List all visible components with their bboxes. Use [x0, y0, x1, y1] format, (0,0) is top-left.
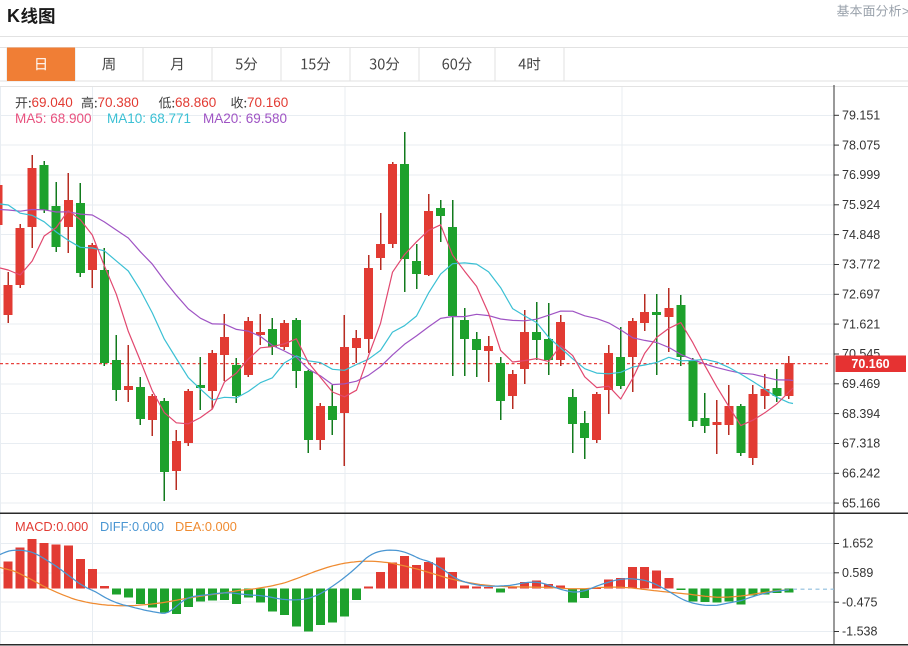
- svg-text:-0.475: -0.475: [842, 595, 877, 609]
- svg-text:67.318: 67.318: [842, 437, 880, 451]
- svg-text:MA10: 68.771: MA10: 68.771: [107, 111, 191, 126]
- svg-text:69.469: 69.469: [842, 377, 880, 391]
- svg-text:0.589: 0.589: [842, 566, 873, 580]
- svg-text:K: K: [7, 6, 20, 26]
- svg-text:69.040: 69.040: [32, 95, 73, 110]
- svg-text:-1.538: -1.538: [842, 625, 877, 639]
- svg-text:72.697: 72.697: [842, 288, 880, 302]
- svg-text:>: >: [902, 5, 908, 19]
- svg-text:70.160: 70.160: [247, 95, 288, 110]
- svg-text:76.999: 76.999: [842, 168, 880, 182]
- svg-text:75.924: 75.924: [842, 198, 880, 212]
- svg-text:79.151: 79.151: [842, 109, 880, 123]
- svg-text:68.394: 68.394: [842, 407, 880, 421]
- svg-text:70.160: 70.160: [851, 357, 889, 371]
- svg-text:MA5: 68.900: MA5: 68.900: [15, 111, 92, 126]
- svg-text:MACD:0.000: MACD:0.000: [15, 519, 88, 534]
- svg-text:74.848: 74.848: [842, 228, 880, 242]
- svg-text:73.772: 73.772: [842, 258, 880, 272]
- svg-text:MA20: 69.580: MA20: 69.580: [203, 111, 287, 126]
- svg-text:DEA:0.000: DEA:0.000: [175, 519, 237, 534]
- svg-text:DIFF:0.000: DIFF:0.000: [100, 519, 164, 534]
- svg-text:1.652: 1.652: [842, 537, 873, 551]
- svg-text:70.380: 70.380: [98, 95, 139, 110]
- svg-text:78.075: 78.075: [842, 138, 880, 152]
- svg-text:68.860: 68.860: [175, 95, 216, 110]
- svg-text:65.166: 65.166: [842, 496, 880, 510]
- svg-text:71.621: 71.621: [842, 317, 880, 331]
- svg-text:66.242: 66.242: [842, 467, 880, 481]
